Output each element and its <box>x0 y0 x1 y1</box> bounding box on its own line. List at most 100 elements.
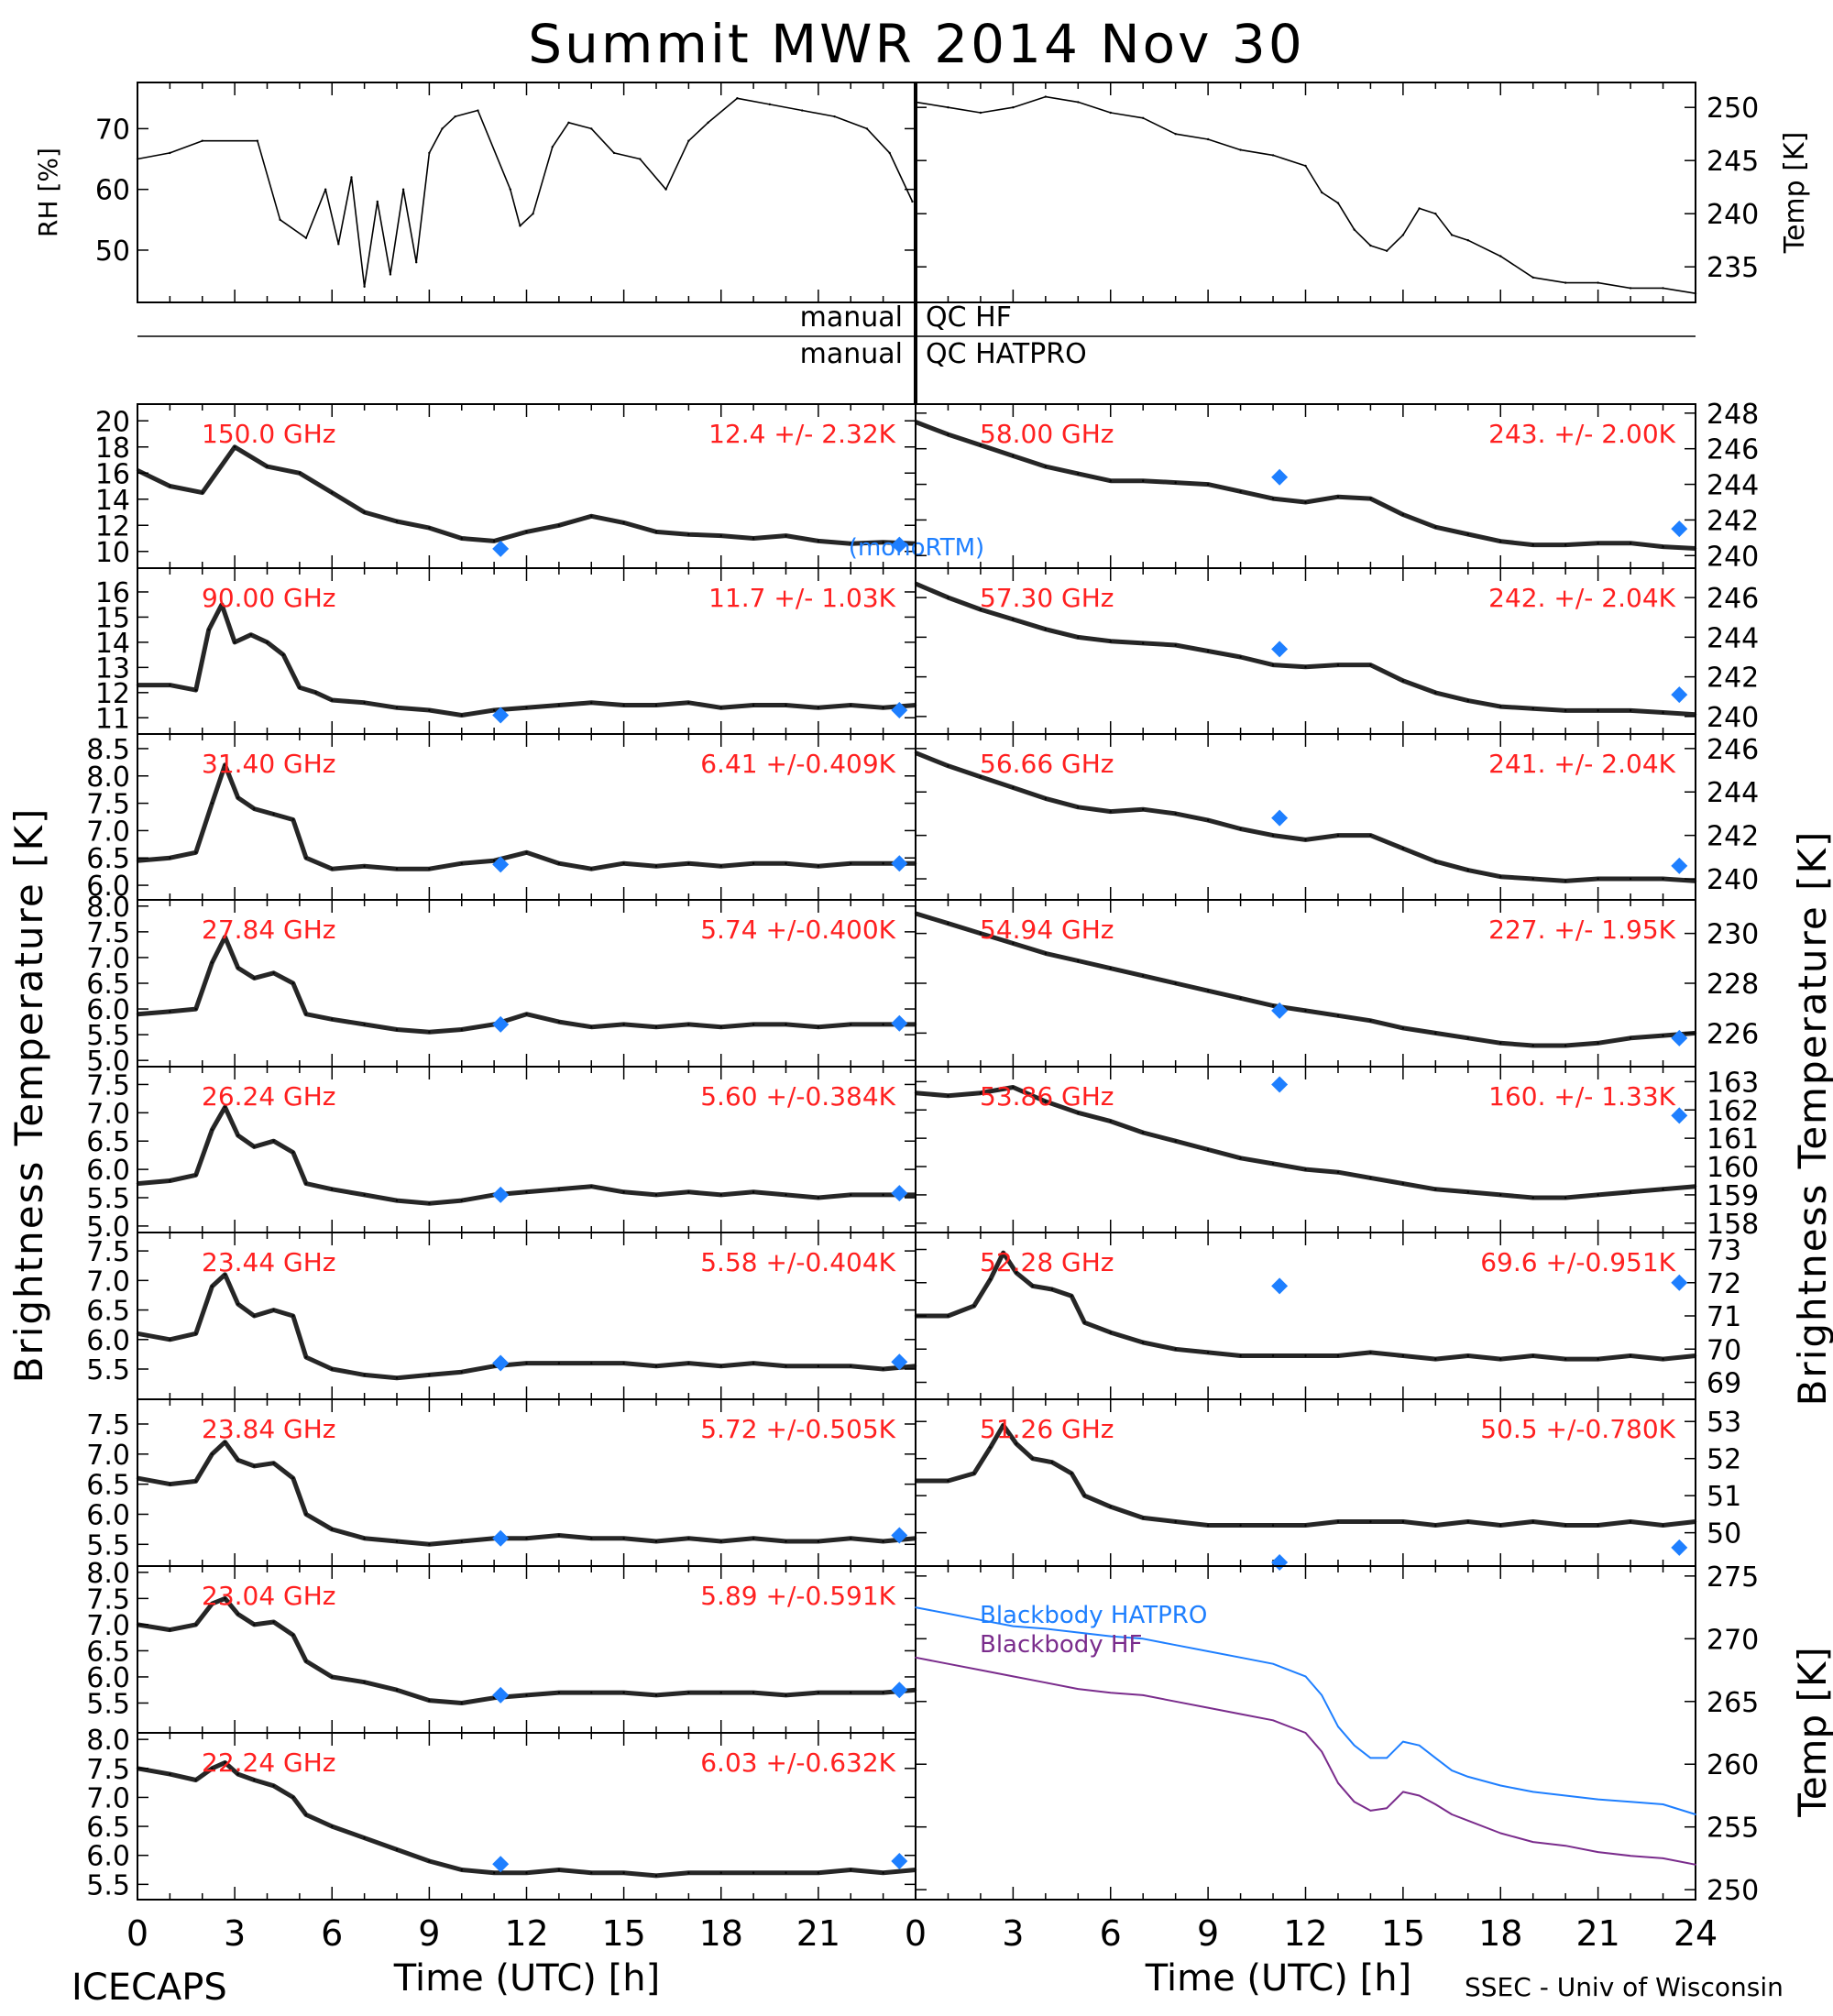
model-diamond <box>1271 1002 1289 1019</box>
data-point <box>979 1091 982 1094</box>
data-point <box>460 537 463 540</box>
data-point <box>865 127 869 130</box>
data-point <box>1002 1424 1004 1427</box>
data-point <box>428 708 431 712</box>
data-point <box>590 1871 593 1874</box>
data-point <box>817 1025 820 1028</box>
y-tick-label: 7.5 <box>86 1583 130 1616</box>
data-point <box>220 603 224 606</box>
data-point <box>1451 1769 1453 1771</box>
y-tick-label: 13 <box>95 652 130 685</box>
data-point <box>1077 636 1080 639</box>
data-point <box>1466 532 1469 536</box>
data-point <box>1466 1354 1469 1357</box>
data-point <box>1531 276 1534 279</box>
data-point <box>1597 709 1599 712</box>
data-point <box>785 534 787 537</box>
panel-temp: 235 240 245 250 Temp [K] <box>914 82 1811 303</box>
data-point <box>1012 618 1015 621</box>
x-tick-label: 12 <box>1283 1913 1327 1954</box>
data-point <box>1597 542 1599 544</box>
model-diamond <box>891 1853 908 1870</box>
data-point <box>1434 1188 1437 1190</box>
data-point <box>914 582 917 586</box>
data-point <box>972 1304 976 1308</box>
data-point <box>1044 95 1048 98</box>
data-point <box>1466 1820 1469 1822</box>
data-point <box>1044 797 1048 800</box>
y-tick-label: 5.0 <box>86 1211 130 1244</box>
data-point <box>460 1539 463 1543</box>
series-line <box>137 1440 916 1547</box>
data-point <box>1050 1461 1054 1463</box>
data-point <box>1695 1863 1696 1866</box>
model-diamond <box>891 536 908 553</box>
data-point <box>272 1140 275 1143</box>
y-tick-label: 18 <box>95 433 130 465</box>
data-point <box>389 273 392 276</box>
data-point <box>1662 1188 1664 1190</box>
data-point <box>331 1824 334 1828</box>
data-point <box>224 1105 226 1109</box>
data-point <box>331 1018 334 1021</box>
data-point <box>492 1364 496 1367</box>
data-point <box>1109 967 1112 970</box>
data-point <box>224 1761 226 1764</box>
model-diamond <box>1671 857 1688 874</box>
data-point <box>654 864 658 868</box>
data-point <box>622 1537 625 1539</box>
data-point <box>136 684 139 686</box>
data-point <box>914 1479 917 1483</box>
panel-ch2304: 5.56.06.57.07.58.0 23.04 GHz 5.89 +/-0.591… <box>86 1558 917 1734</box>
y-tick-label: 163 <box>1707 1067 1759 1099</box>
data-point <box>1109 1331 1112 1334</box>
x-tick-labels: 0 0 3 3 6 6 9 9 12 12 15 15 18 18 21 21 24 <box>126 1913 1718 1954</box>
data-point <box>272 1462 275 1464</box>
data-point <box>1369 1810 1372 1812</box>
model-diamond <box>1271 1277 1289 1295</box>
data-point <box>363 510 366 514</box>
data-point <box>1564 1357 1567 1361</box>
panel-ch2224: 5.56.06.57.07.58.0 22.24 GHz 6.03 +/-0.632… <box>86 1725 917 1901</box>
data-point <box>211 1285 214 1287</box>
data-point <box>850 1364 852 1367</box>
data-point <box>1174 481 1177 484</box>
data-point <box>1336 202 1340 204</box>
y-tick-label: 16 <box>95 577 130 609</box>
data-point <box>169 1179 171 1182</box>
data-point <box>169 151 171 155</box>
data-point <box>1499 1832 1502 1835</box>
data-point <box>1531 1354 1534 1357</box>
data-point <box>752 1871 755 1874</box>
data-point <box>1450 234 1454 236</box>
data-point <box>1401 234 1405 236</box>
data-point <box>882 707 884 709</box>
model-diamond <box>891 1185 908 1202</box>
data-point <box>395 1028 399 1031</box>
model-diamond <box>492 1354 510 1372</box>
data-point <box>236 1613 239 1616</box>
data-point <box>169 1628 171 1631</box>
data-point <box>1142 1694 1145 1696</box>
y-tick-label: 244 <box>1707 622 1759 654</box>
channel-stats: 160. +/- 1.33K <box>1488 1081 1675 1112</box>
x-tick-label: 18 <box>699 1913 743 1954</box>
x-tick-label: 15 <box>601 1913 645 1954</box>
data-point <box>304 1182 308 1185</box>
data-point <box>914 912 917 915</box>
data-point <box>291 1796 294 1799</box>
qc-manual-hatpro: manual <box>800 338 903 370</box>
data-point <box>1271 834 1275 837</box>
data-point <box>136 1332 139 1335</box>
data-point <box>1629 1036 1632 1040</box>
data-point <box>557 1362 561 1364</box>
y-tick-label: 5.5 <box>86 1869 130 1901</box>
data-point <box>253 1779 256 1781</box>
data-point <box>428 151 431 155</box>
data-point <box>1385 249 1388 252</box>
data-point <box>736 97 739 100</box>
data-point <box>557 862 561 865</box>
data-point <box>395 1376 399 1379</box>
data-point <box>719 1364 722 1367</box>
x-axis-label-left: Time (UTC) [h] <box>393 1957 660 2000</box>
